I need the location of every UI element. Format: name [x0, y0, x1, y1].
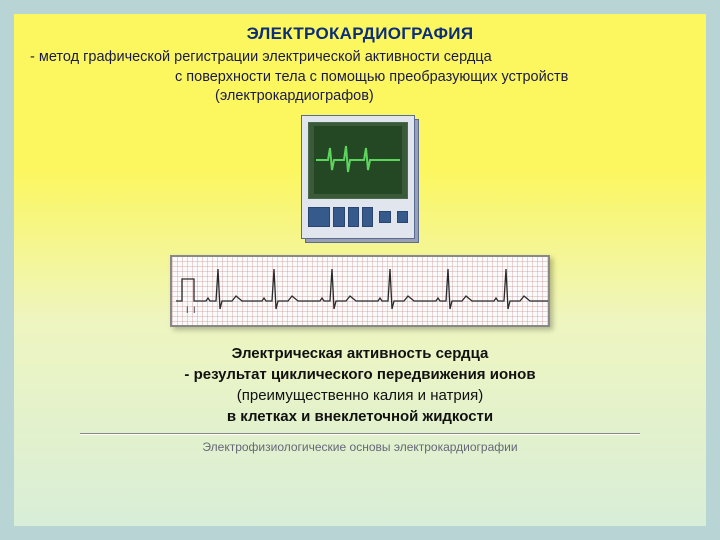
monitor-bezel [308, 122, 408, 199]
monitor-body [301, 115, 415, 239]
ecg-trace-path [176, 269, 548, 309]
ecg-monitor [301, 115, 419, 243]
desc-line-2: с поверхности тела с помощью преобразующ… [30, 68, 690, 88]
monitor-controls [308, 203, 408, 232]
monitor-screen [314, 126, 402, 194]
calib-label-2: I [193, 305, 196, 315]
result-line-2: - результат циклического передвижения ио… [30, 364, 690, 385]
result-line-4: в клетках и внеклеточной жидкости [30, 406, 690, 427]
monitor-knob-1 [379, 211, 390, 223]
result-line-1: Электрическая активность сердца [30, 343, 690, 364]
ecg-trace-icon: I I [172, 257, 550, 327]
desc-line-1: - метод графической регистрации электрич… [30, 48, 690, 68]
monitor-trace-icon [314, 126, 402, 194]
slide-container: ЭЛЕКТРОКАРДИОГРАФИЯ - метод графической … [14, 14, 706, 526]
result-text-block: Электрическая активность сердца - резуль… [30, 343, 690, 427]
monitor-button-2 [333, 207, 344, 227]
monitor-button-1 [308, 207, 330, 227]
desc-line-3: (электрокардиографов) [30, 87, 690, 107]
calib-label-1: I [186, 305, 189, 315]
monitor-trace-path [316, 146, 400, 172]
description-block: - метод графической регистрации электрич… [30, 48, 690, 107]
result-line-3: (преимущественно калия и натрия) [30, 385, 690, 406]
monitor-button-4 [362, 207, 373, 227]
ecg-strip: I I [170, 255, 550, 327]
monitor-button-3 [348, 207, 359, 227]
slide-title: ЭЛЕКТРОКАРДИОГРАФИЯ [30, 24, 690, 44]
monitor-illustration [30, 115, 690, 243]
ecg-strip-wrap: I I [30, 255, 690, 327]
monitor-knob-2 [397, 211, 408, 223]
divider-line [80, 433, 640, 434]
footer-text: Электрофизиологические основы электрокар… [30, 440, 690, 454]
